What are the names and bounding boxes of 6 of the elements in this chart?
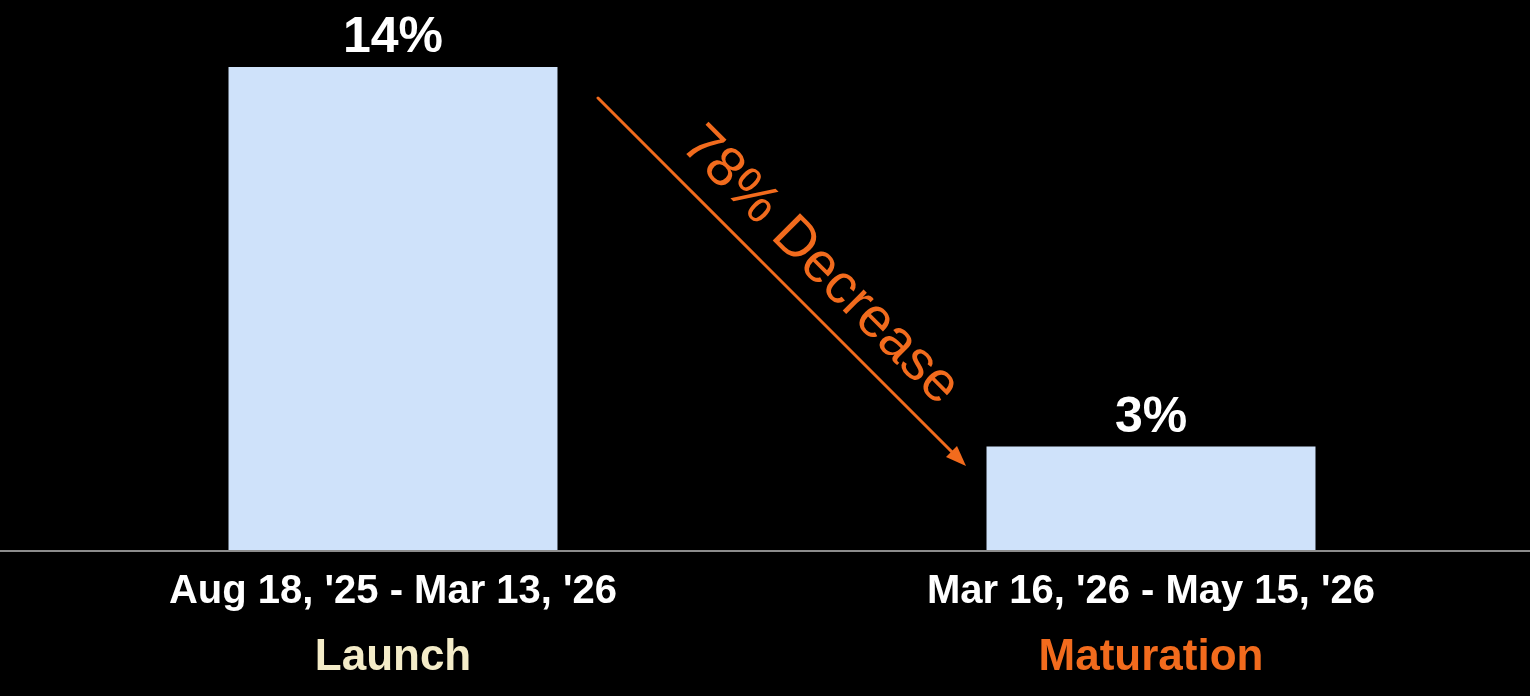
data-label: 14% <box>342 7 444 63</box>
x-tick-label: Mar 16, '26 - May 15, '26 <box>926 567 1376 612</box>
text: Launch <box>314 630 472 680</box>
x-tick-label: Aug 18, '25 - Mar 13, '26 <box>168 567 618 612</box>
text: Maturation <box>1038 630 1264 680</box>
data-label: 3% <box>1114 386 1188 443</box>
